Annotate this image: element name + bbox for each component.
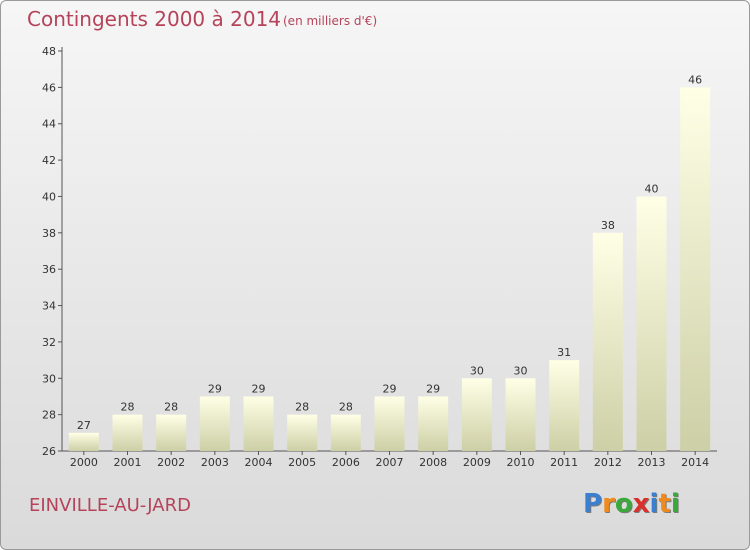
bar-2011 [549, 360, 580, 451]
logo-letter: o [614, 489, 633, 519]
data-label-2000: 27 [77, 419, 91, 432]
bar-2014 [680, 87, 711, 451]
x-tick-label-2014: 2014 [681, 456, 709, 469]
y-tick-label: 26 [42, 445, 56, 458]
x-tick-label-2003: 2003 [201, 456, 229, 469]
y-tick-label: 40 [42, 190, 56, 203]
data-label-2011: 31 [557, 346, 571, 359]
bar-2001 [112, 414, 143, 451]
data-label-2009: 30 [470, 364, 484, 377]
x-tick-label-2012: 2012 [594, 456, 622, 469]
bar-2009 [461, 378, 492, 451]
data-label-2007: 29 [383, 382, 397, 395]
logo-letter: x [632, 489, 650, 519]
data-label-2004: 29 [252, 382, 266, 395]
x-tick-label-2002: 2002 [157, 456, 185, 469]
data-label-2001: 28 [121, 401, 135, 414]
bar-2004 [243, 396, 274, 451]
bar-2000 [68, 432, 99, 451]
y-tick-label: 42 [42, 154, 56, 167]
logo-letter: t [658, 489, 671, 519]
bar-2006 [330, 414, 361, 451]
x-tick-label-2007: 2007 [376, 456, 404, 469]
bars-group: 27 28 28 29 29 28 28 29 29 30 30 31 38 40 46 [68, 73, 711, 451]
logo-letter: i [649, 489, 659, 519]
logo-letter: P [583, 489, 603, 519]
data-label-2012: 38 [601, 219, 615, 232]
y-tick-label: 38 [42, 227, 56, 240]
proxiti-logo: Proxiti [583, 489, 680, 519]
y-tick-label: 44 [42, 118, 56, 131]
x-tick-label-2013: 2013 [638, 456, 666, 469]
bar-2008 [418, 396, 449, 451]
chart-title: Contingents 2000 à 2014 [27, 7, 282, 31]
commune-name: EINVILLE-AU-JARD [29, 495, 191, 516]
x-tick-label-2008: 2008 [419, 456, 447, 469]
x-tick-label-2010: 2010 [507, 456, 535, 469]
data-label-2008: 29 [426, 382, 440, 395]
axes: 26 28 30 32 34 36 38 40 42 44 46 48 2000 2001 2002 2003… [42, 45, 717, 469]
data-label-2010: 30 [514, 364, 528, 377]
x-tick-label-2009: 2009 [463, 456, 491, 469]
logo-letter: i [670, 489, 680, 519]
bar-2002 [156, 414, 187, 451]
bar-2010 [505, 378, 536, 451]
data-label-2005: 28 [295, 401, 309, 414]
bar-2007 [374, 396, 405, 451]
data-label-2003: 29 [208, 382, 222, 395]
bar-2003 [199, 396, 230, 451]
x-tick-label-2005: 2005 [288, 456, 316, 469]
bar-2005 [287, 414, 318, 451]
y-tick-label: 32 [42, 336, 56, 349]
y-tick-label: 46 [42, 81, 56, 94]
y-tick-label: 34 [42, 300, 56, 313]
bar-2013 [636, 196, 667, 451]
y-tick-label: 28 [42, 409, 56, 422]
x-tick-label-2001: 2001 [114, 456, 142, 469]
x-tick-label-2004: 2004 [245, 456, 273, 469]
y-tick-label: 36 [42, 263, 56, 276]
chart-unit: (en milliers d'€) [283, 14, 378, 28]
x-tick-label-2000: 2000 [70, 456, 98, 469]
x-tick-label-2011: 2011 [550, 456, 578, 469]
y-tick-label: 30 [42, 372, 56, 385]
data-label-2013: 40 [645, 182, 659, 195]
y-tick-label: 48 [42, 45, 56, 58]
data-label-2002: 28 [164, 401, 178, 414]
data-label-2014: 46 [688, 73, 702, 86]
x-tick-label-2006: 2006 [332, 456, 360, 469]
bar-2012 [592, 232, 623, 451]
data-label-2006: 28 [339, 401, 353, 414]
logo-letter: r [602, 489, 615, 519]
